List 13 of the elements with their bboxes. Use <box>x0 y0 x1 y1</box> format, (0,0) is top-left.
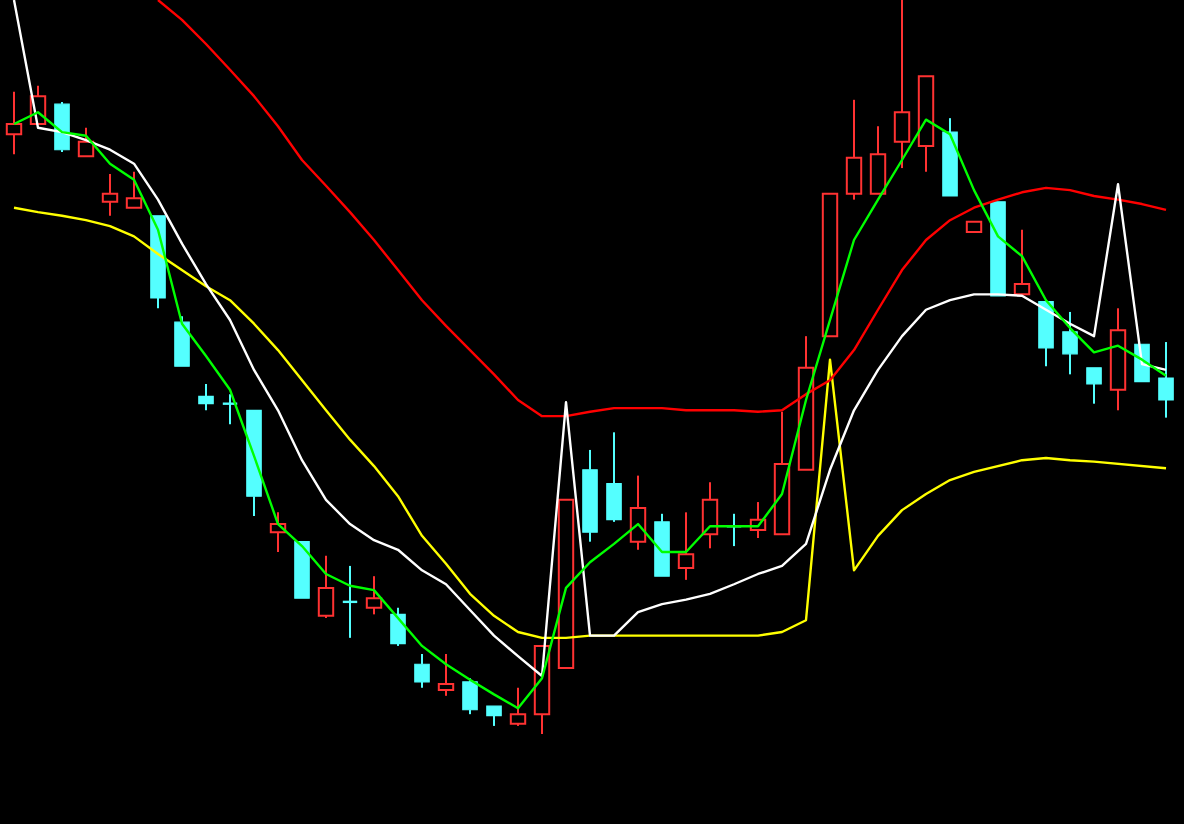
candlestick <box>390 606 406 647</box>
candlestick <box>101 172 119 217</box>
candlestick <box>677 511 695 581</box>
candlestick <box>1158 341 1174 419</box>
candlestick <box>606 431 622 523</box>
candlestick <box>582 448 598 543</box>
candlestick <box>1109 307 1127 412</box>
candlestick <box>893 0 911 170</box>
candlestick <box>198 382 214 412</box>
candlestick <box>701 481 719 550</box>
candlestick <box>5 90 23 156</box>
candlestick <box>1062 310 1078 376</box>
candlestick <box>54 101 70 153</box>
